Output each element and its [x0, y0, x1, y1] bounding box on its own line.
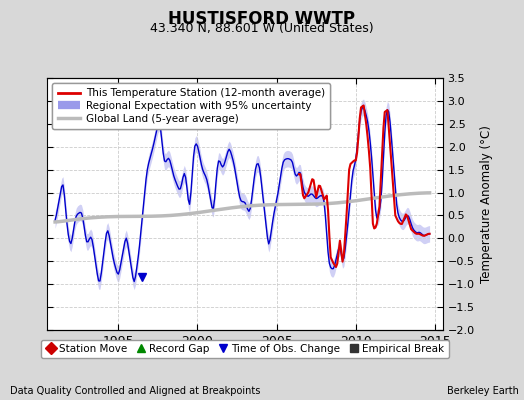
Text: HUSTISFORD WWTP: HUSTISFORD WWTP	[169, 10, 355, 28]
Text: Data Quality Controlled and Aligned at Breakpoints: Data Quality Controlled and Aligned at B…	[10, 386, 261, 396]
Y-axis label: Temperature Anomaly (°C): Temperature Anomaly (°C)	[481, 125, 493, 283]
Legend: This Temperature Station (12-month average), Regional Expectation with 95% uncer: This Temperature Station (12-month avera…	[52, 83, 330, 129]
Text: 43.340 N, 88.601 W (United States): 43.340 N, 88.601 W (United States)	[150, 22, 374, 35]
Text: Berkeley Earth: Berkeley Earth	[447, 386, 519, 396]
Legend: Station Move, Record Gap, Time of Obs. Change, Empirical Break: Station Move, Record Gap, Time of Obs. C…	[41, 340, 449, 358]
